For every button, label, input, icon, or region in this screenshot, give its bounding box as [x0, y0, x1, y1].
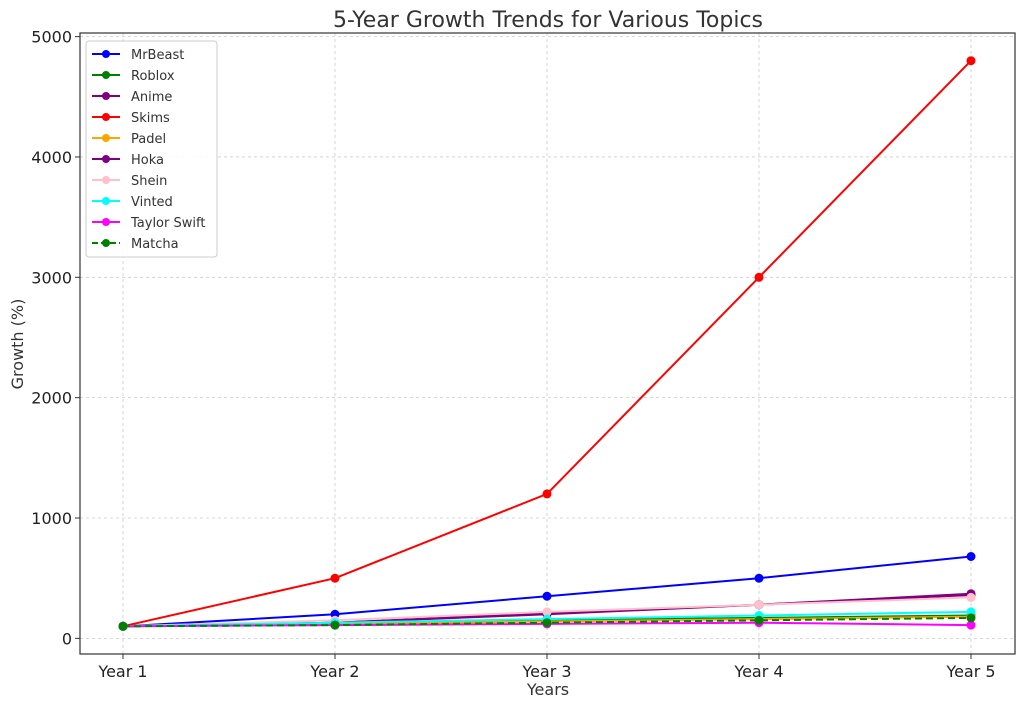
legend-label: Vinted [131, 195, 173, 210]
legend-label: MrBeast [131, 48, 184, 63]
series-layer [118, 56, 976, 631]
series-matcha [118, 613, 976, 631]
ticks: Year 1 Year 2 Year 3 Year 4 Year 5 0 1000 2000 3… [31, 28, 995, 681]
data-point-skims [754, 272, 764, 282]
legend-marker [102, 176, 110, 184]
legend-item-taylor-swift: Taylor Swift [92, 216, 205, 231]
x-tick-label: Year 5 [945, 662, 995, 681]
legend-marker [102, 155, 110, 163]
legend-marker [102, 92, 110, 100]
legend-marker [102, 197, 110, 205]
x-tick-label: Year 1 [97, 662, 147, 681]
legend-marker [102, 50, 110, 58]
data-point-mrbeast [754, 573, 764, 583]
y-tick-label: 0 [62, 629, 72, 648]
data-point-matcha [118, 621, 128, 631]
legend-item-roblox: Roblox [92, 69, 175, 84]
y-tick-label: 3000 [31, 268, 72, 287]
legend-label: Matcha [131, 237, 179, 252]
data-point-matcha [330, 620, 340, 630]
data-point-matcha [966, 613, 976, 623]
data-point-matcha [542, 618, 552, 628]
plot-frame [79, 32, 1016, 655]
chart-title: 5-Year Growth Trends for Various Topics [333, 8, 763, 33]
y-axis-label: Growth (%) [8, 299, 27, 390]
legend-label: Taylor Swift [130, 216, 205, 231]
legend-item-matcha: Matcha [92, 237, 179, 252]
legend-marker [102, 113, 110, 121]
x-axis-label: Years [526, 680, 569, 699]
x-tick-label: Year 2 [309, 662, 359, 681]
series-line-skims [122, 60, 972, 628]
y-tick-label: 1000 [31, 509, 72, 528]
legend-label: Hoka [131, 153, 164, 168]
data-point-shein [542, 607, 552, 617]
legend-label: Anime [131, 90, 172, 105]
data-point-shein [754, 600, 764, 610]
legend-marker [102, 218, 110, 226]
legend-item-padel: Padel [92, 132, 166, 147]
legend-label: Skims [131, 111, 170, 126]
data-point-skims [966, 56, 976, 66]
legend-item-shein: Shein [92, 174, 167, 189]
data-point-mrbeast [542, 591, 552, 601]
legend-marker [102, 134, 110, 142]
data-point-mrbeast [966, 552, 976, 561]
legend-item-skims: Skims [92, 111, 170, 126]
data-point-matcha [754, 615, 764, 625]
legend-marker [102, 239, 110, 247]
legend-label: Padel [131, 132, 166, 147]
legend-item-vinted: Vinted [92, 195, 173, 210]
legend-label: Shein [131, 174, 167, 189]
x-tick-label: Year 3 [521, 662, 571, 681]
data-point-skims [542, 489, 552, 499]
y-tick-label: 2000 [31, 389, 72, 408]
legend-item-mrbeast: MrBeast [92, 48, 184, 63]
y-tick-label: 5000 [31, 28, 72, 47]
legend-label: Roblox [131, 69, 175, 84]
y-tick-label: 4000 [31, 148, 72, 167]
data-point-shein [966, 592, 976, 602]
grid [80, 33, 1015, 654]
data-point-skims [330, 573, 340, 583]
x-tick-label: Year 4 [733, 662, 783, 681]
legend-item-hoka: Hoka [92, 153, 164, 168]
data-point-taylor-swift [966, 620, 976, 630]
legend-marker [102, 71, 110, 79]
legend: MrBeast Roblox Anime Skims Padel Hoka Shein Vin… [85, 40, 218, 258]
legend-item-anime: Anime [92, 90, 172, 105]
